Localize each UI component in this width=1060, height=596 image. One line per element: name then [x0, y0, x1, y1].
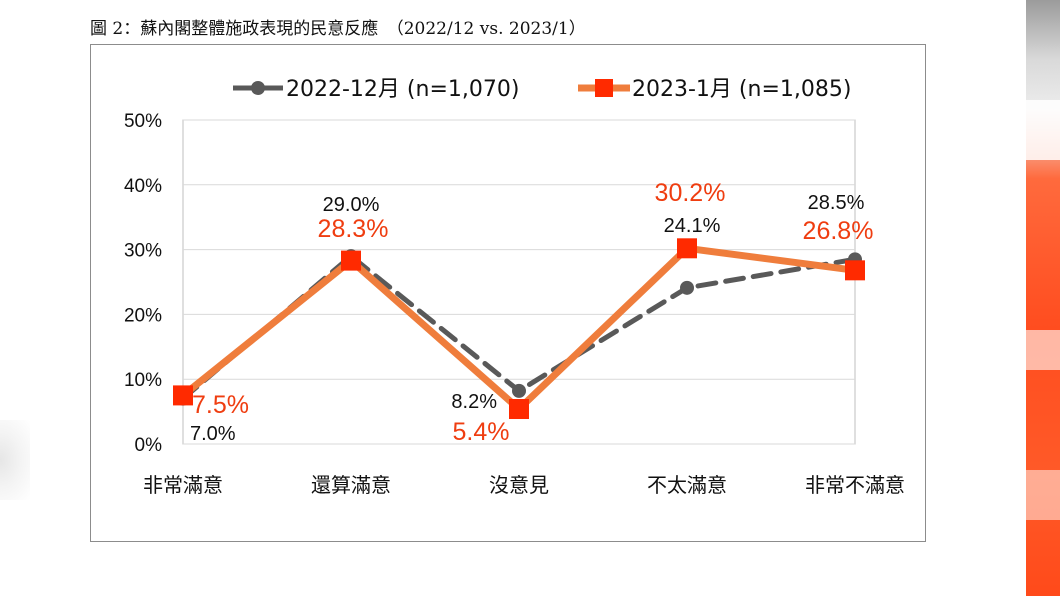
series-line-2022-12: [180, 252, 858, 402]
point-2023-1: [341, 250, 361, 271]
legend-marker-2022-12: [251, 81, 265, 95]
point-2022-12: [680, 280, 694, 295]
chart-frame: [90, 44, 926, 542]
data-label-2023-1: 7.5%: [192, 391, 249, 419]
data-label-2023-1: 28.3%: [318, 215, 389, 243]
x-tick-label: 不太滿意: [647, 473, 727, 497]
x-tick-label: 沒意見: [489, 473, 549, 497]
y-tick-label: 30%: [124, 241, 162, 262]
y-tick-label: 50%: [124, 111, 162, 132]
data-label-2023-1: 30.2%: [655, 179, 726, 207]
legend-label-2023-1: 2023-1月 (n=1,085): [632, 77, 851, 102]
data-label-2022-12: 7.0%: [190, 423, 236, 445]
legend-marker-2023-1: [595, 79, 613, 97]
x-tick-label: 還算滿意: [311, 473, 391, 497]
point-2023-1: [845, 260, 865, 281]
data-label-2022-12: 8.2%: [451, 391, 497, 413]
point-2023-1: [173, 385, 193, 406]
x-tick-label: 非常滿意: [143, 473, 223, 497]
data-label-2022-12: 29.0%: [323, 194, 380, 216]
point-2023-1: [677, 238, 697, 259]
left-edge-decoration: [0, 420, 30, 500]
right-edge-decoration: [1026, 0, 1060, 596]
y-tick-label: 10%: [124, 370, 162, 391]
data-label-2022-12: 28.5%: [808, 192, 865, 214]
y-tick-label: 20%: [124, 305, 162, 326]
figure-caption: 圖 2：蘇內閣整體施政表現的民意反應 （2022/12 vs. 2023/1）: [90, 19, 586, 39]
data-label-2023-1: 5.4%: [453, 418, 510, 446]
y-tick-label: 40%: [124, 176, 162, 197]
data-label-2022-12: 24.1%: [664, 215, 721, 237]
point-2023-1: [509, 399, 529, 420]
legend-label-2022-12: 2022-12月 (n=1,070): [286, 77, 519, 102]
point-2022-12: [512, 383, 526, 398]
x-tick-label: 非常不滿意: [805, 473, 905, 497]
y-tick-label: 0%: [135, 435, 163, 456]
data-label-2023-1: 26.8%: [803, 217, 874, 245]
